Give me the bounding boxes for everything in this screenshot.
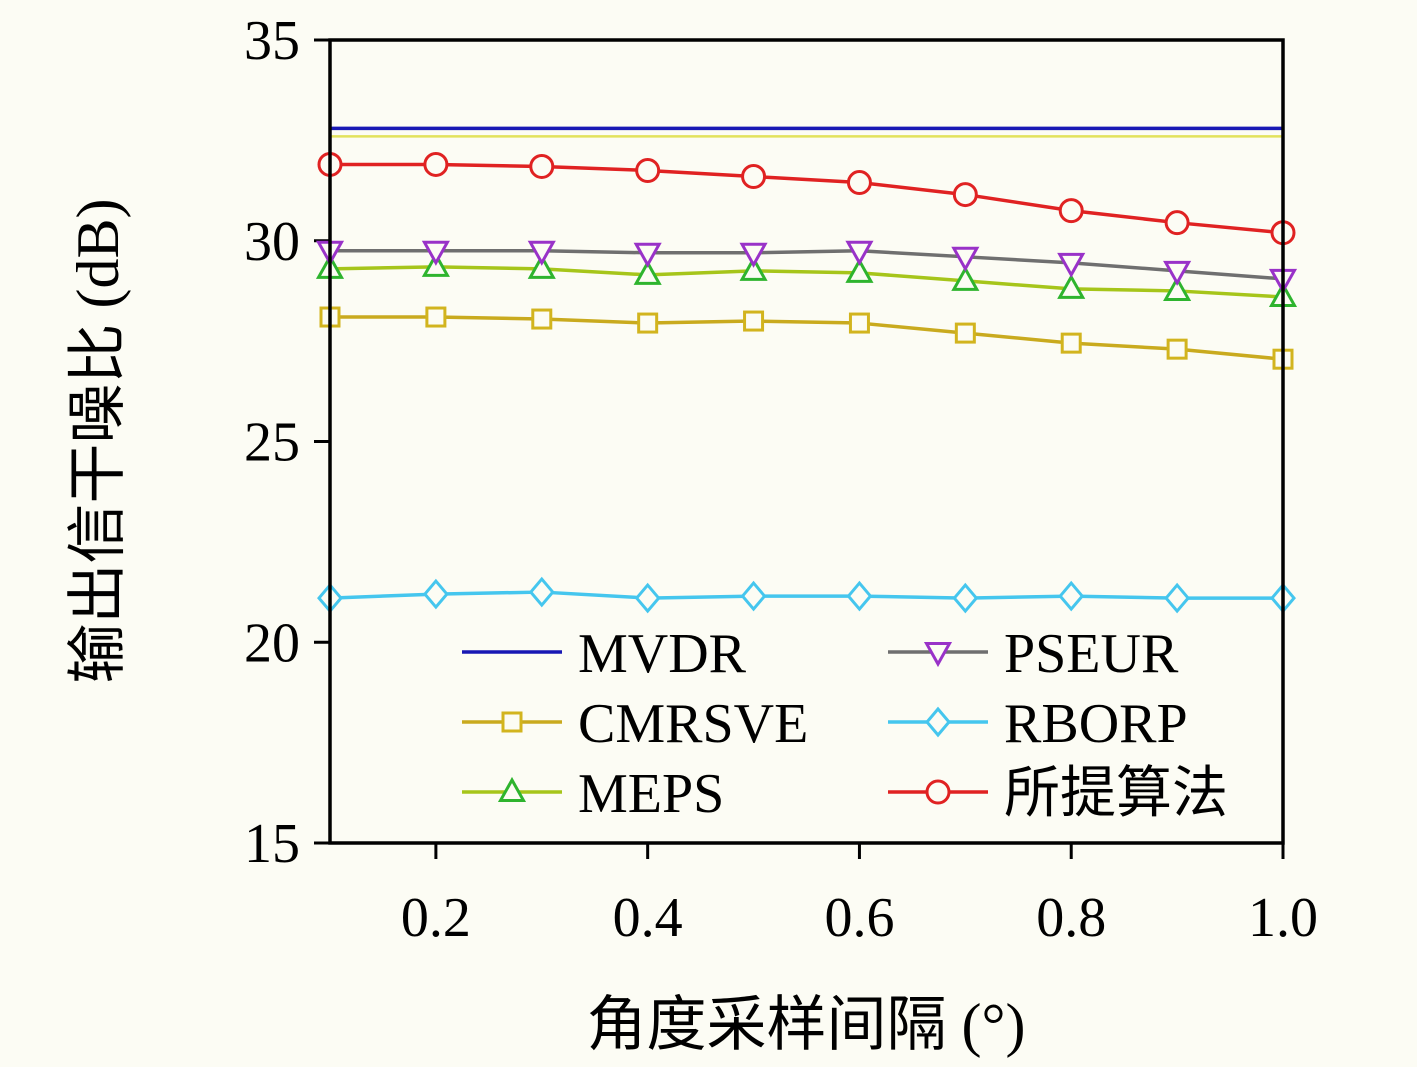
x-tick-label: 0.4	[613, 887, 683, 949]
series-RBORP	[317, 576, 1296, 614]
legend-label: RBORP	[1004, 693, 1188, 755]
y-tick-label: 25	[244, 412, 300, 474]
series-MEPS	[315, 251, 1298, 307]
y-axis-label: 输出信干噪比 (dB)	[65, 199, 131, 684]
legend-item-MEPS: MEPS	[462, 763, 724, 825]
y-tick-label: 20	[244, 612, 300, 674]
series-所提算法	[317, 151, 1296, 246]
x-tick-label: 1.0	[1248, 887, 1318, 949]
legend-item-MVDR: MVDR	[462, 623, 747, 685]
legend-item-PSEUR: PSEUR	[888, 623, 1179, 685]
x-tick-label: 0.8	[1036, 887, 1106, 949]
axis-ticks: 0.2 0.4 0.6 0.8 1.0 15 20 25 30 35	[244, 10, 1318, 949]
legend-item-RBORP: RBORP	[888, 693, 1188, 755]
legend-item-所提算法: 所提算法	[888, 763, 1228, 825]
legend-label: CMRSVE	[578, 693, 808, 755]
y-tick-label: 15	[244, 813, 300, 875]
plot-border	[328, 38, 1285, 845]
x-tick-label: 0.2	[401, 887, 471, 949]
legend-label: PSEUR	[1004, 623, 1179, 685]
series-CMRSVE	[319, 306, 1294, 370]
legend-label: MVDR	[578, 623, 747, 685]
legend-label: 所提算法	[1004, 763, 1228, 825]
legend: MVDR CMRSVE MEPS PSEUR RBORP 所提算法	[462, 623, 1228, 825]
legend-item-CMRSVE: CMRSVE	[462, 693, 808, 755]
x-tick-label: 0.6	[824, 887, 894, 949]
chart-generated-content: 0.2 0.4 0.6 0.8 1.0 15 20 25 30 35 MVDR CMRSVE MEPS P…	[244, 10, 1318, 949]
y-tick-label: 35	[244, 10, 300, 72]
y-tick-label: 30	[244, 211, 300, 273]
x-axis-label: 角度采样间隔 (°)	[587, 992, 1026, 1058]
legend-label: MEPS	[578, 763, 724, 825]
